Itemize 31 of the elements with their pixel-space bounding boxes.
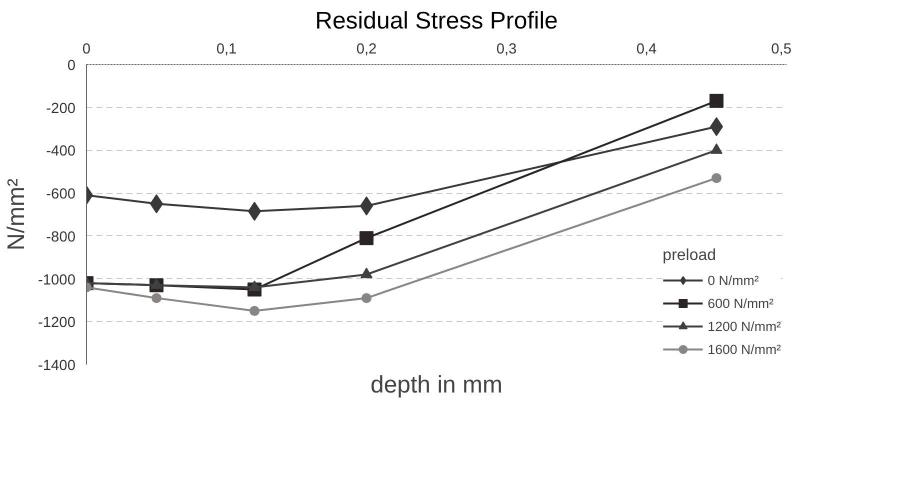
legend-label: 0 N/mm² — [708, 272, 759, 288]
point — [248, 280, 260, 292]
legend-title: preload — [662, 247, 718, 265]
legend-label: 600 N/mm² — [708, 296, 774, 310]
x-tick-label: 0 — [82, 42, 91, 58]
y-axis-title: N/mm² — [3, 178, 30, 250]
y-tick-label: -800 — [46, 229, 76, 246]
x-tick-label: 0,2 — [356, 42, 377, 58]
y-tick-label: -1000 — [38, 272, 76, 288]
point — [360, 268, 372, 278]
point — [710, 94, 724, 108]
point — [712, 173, 722, 184]
legend-label: 1600 N/mm² — [708, 342, 781, 356]
x-tick-label: 0,1 — [216, 42, 237, 58]
x-tick-label: 0,5 — [771, 42, 792, 58]
point — [152, 293, 162, 304]
y-tick-label: -400 — [46, 144, 76, 160]
point — [362, 293, 372, 304]
legend-label: 1200 N/mm² — [708, 318, 781, 334]
point — [250, 306, 260, 316]
x-tick-label: 0,3 — [496, 42, 517, 58]
chart-title: Residual Stress Profile — [315, 8, 558, 34]
y-tick-label: -600 — [46, 186, 76, 203]
y-tick-label: -1200 — [38, 315, 76, 332]
point — [360, 231, 374, 246]
y-tick-label: -200 — [46, 100, 76, 117]
x-axis-title: depth in mm — [370, 372, 503, 398]
x-tick-label: 0,4 — [636, 42, 657, 58]
y-tick-label: 0 — [67, 58, 76, 74]
y-tick-label: -1400 — [38, 358, 76, 374]
point — [150, 278, 162, 289]
